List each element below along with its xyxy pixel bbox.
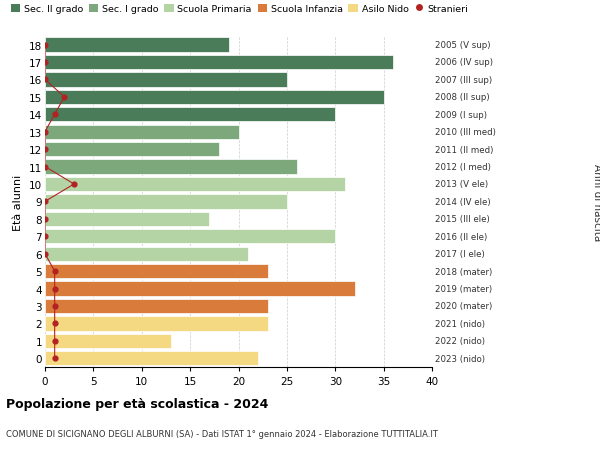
Bar	[45, 56, 394, 70]
Text: 2016 (II ele): 2016 (II ele)	[435, 232, 487, 241]
Bar	[45, 352, 258, 366]
Text: 2018 (mater): 2018 (mater)	[435, 267, 492, 276]
Bar	[45, 282, 355, 296]
Point	[50, 112, 59, 119]
Bar	[45, 160, 296, 174]
Point	[40, 198, 50, 206]
Text: 2005 (V sup): 2005 (V sup)	[435, 41, 491, 50]
Point	[40, 216, 50, 223]
Bar	[45, 143, 219, 157]
Point	[50, 320, 59, 327]
Point	[40, 163, 50, 171]
Bar	[45, 247, 248, 261]
Bar	[45, 178, 345, 192]
Point	[40, 77, 50, 84]
Text: 2017 (I ele): 2017 (I ele)	[435, 250, 485, 258]
Point	[59, 94, 69, 101]
Point	[50, 302, 59, 310]
Text: 2011 (II med): 2011 (II med)	[435, 146, 493, 154]
Point	[40, 129, 50, 136]
Text: Anni di nascita: Anni di nascita	[592, 163, 600, 241]
Bar	[45, 38, 229, 52]
Text: 2021 (nido): 2021 (nido)	[435, 319, 485, 328]
Text: 2006 (IV sup): 2006 (IV sup)	[435, 58, 493, 67]
Legend: Sec. II grado, Sec. I grado, Scuola Primaria, Scuola Infanzia, Asilo Nido, Stran: Sec. II grado, Sec. I grado, Scuola Prim…	[11, 5, 468, 14]
Point	[50, 355, 59, 362]
Text: COMUNE DI SICIGNANO DEGLI ALBURNI (SA) - Dati ISTAT 1° gennaio 2024 - Elaborazio: COMUNE DI SICIGNANO DEGLI ALBURNI (SA) -…	[6, 429, 438, 438]
Point	[50, 268, 59, 275]
Text: 2023 (nido): 2023 (nido)	[435, 354, 485, 363]
Bar	[45, 212, 209, 226]
Text: 2022 (nido): 2022 (nido)	[435, 336, 485, 346]
Bar	[45, 230, 335, 244]
Point	[40, 251, 50, 258]
Point	[50, 285, 59, 292]
Text: 2012 (I med): 2012 (I med)	[435, 162, 491, 172]
Point	[40, 59, 50, 67]
Text: 2008 (II sup): 2008 (II sup)	[435, 93, 490, 102]
Text: 2013 (V ele): 2013 (V ele)	[435, 180, 488, 189]
Point	[40, 146, 50, 153]
Bar	[45, 334, 171, 348]
Bar	[45, 108, 335, 122]
Text: 2015 (III ele): 2015 (III ele)	[435, 215, 490, 224]
Text: 2020 (mater): 2020 (mater)	[435, 302, 492, 311]
Bar	[45, 299, 268, 313]
Text: 2010 (III med): 2010 (III med)	[435, 128, 496, 137]
Bar	[45, 195, 287, 209]
Text: 2014 (IV ele): 2014 (IV ele)	[435, 197, 491, 207]
Bar	[45, 90, 383, 105]
Bar	[45, 264, 268, 279]
Text: 2009 (I sup): 2009 (I sup)	[435, 111, 487, 119]
Text: 2019 (mater): 2019 (mater)	[435, 285, 492, 293]
Y-axis label: Età alunni: Età alunni	[13, 174, 23, 230]
Bar	[45, 317, 268, 331]
Point	[69, 181, 79, 188]
Bar	[45, 125, 239, 140]
Point	[40, 42, 50, 49]
Text: 2007 (III sup): 2007 (III sup)	[435, 76, 492, 85]
Text: Popolazione per età scolastica - 2024: Popolazione per età scolastica - 2024	[6, 397, 268, 410]
Point	[40, 233, 50, 241]
Bar	[45, 73, 287, 87]
Point	[50, 337, 59, 345]
